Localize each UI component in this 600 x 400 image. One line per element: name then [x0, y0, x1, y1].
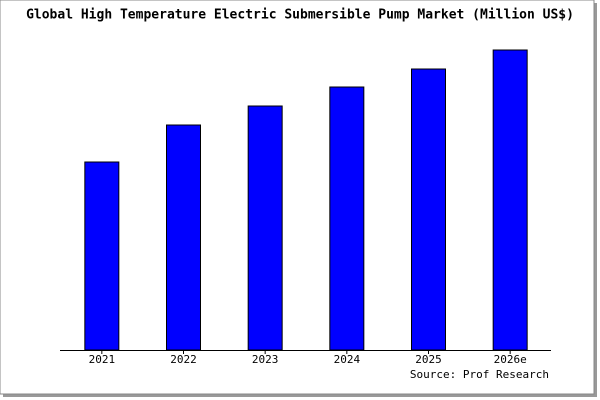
bar [411, 68, 446, 351]
x-tick-label: 2021 [89, 353, 116, 366]
chart-title: Global High Temperature Electric Submers… [26, 8, 574, 23]
bar [329, 86, 365, 351]
bar [492, 49, 528, 351]
source-note: Source: Prof Research [410, 368, 549, 381]
x-tick-label: 2024 [334, 353, 361, 366]
bar [84, 161, 120, 351]
x-tick-label: 2025 [415, 353, 442, 366]
bar [247, 105, 283, 351]
x-tick-label: 2026e [494, 353, 527, 366]
x-tick-label: 2023 [252, 353, 279, 366]
bar [166, 124, 201, 351]
x-tick-label: 2022 [170, 353, 197, 366]
